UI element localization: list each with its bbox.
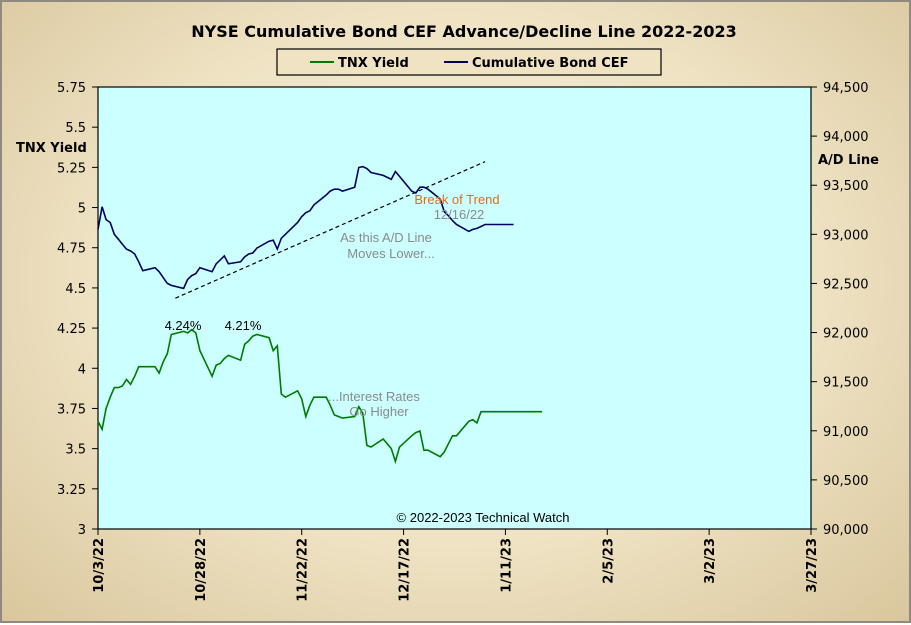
- left-tick-label: 5.75: [57, 81, 86, 96]
- right-tick-label: 93,500: [823, 179, 869, 194]
- left-tick-label: 4.75: [57, 242, 86, 257]
- right-tick-label: 91,000: [823, 425, 869, 440]
- x-axis-ticks: 10/3/22 10/28/22 11/22/22 12/17/22 1/11/23 2/…: [92, 529, 820, 602]
- legend-entry-tnx-yield: TNX Yield: [338, 56, 409, 71]
- legend-entry-cumulative-bond-cef: Cumulative Bond CEF: [472, 56, 629, 71]
- left-tick-label: 3.75: [57, 402, 86, 417]
- annotation-rates-1: ...Interest Rates: [328, 389, 420, 404]
- right-tick-label: 91,500: [823, 376, 869, 391]
- annotation-rates-2: Go Higher: [349, 404, 409, 419]
- left-tick-label: 5.25: [57, 161, 86, 176]
- legend: TNX Yield Cumulative Bond CEF: [276, 48, 662, 76]
- left-tick-label: 3.5: [65, 443, 86, 458]
- left-tick-label: 5: [78, 202, 86, 217]
- annotation-peak-2: 4.21%: [225, 318, 262, 333]
- x-tick-label: 3/2/23: [703, 538, 718, 584]
- x-tick-label: 3/27/23: [805, 538, 820, 593]
- annotation-break-date: 12/16/22: [434, 207, 485, 222]
- left-tick-label: 4: [78, 362, 86, 377]
- left-axis-ticks: 5.75 5.5 5.25 5 4.75 4.5 4.25 4 3.75 3.5 3.25 3: [57, 81, 98, 538]
- right-tick-label: 94,500: [823, 81, 869, 96]
- annotation-peak-1: 4.24%: [165, 318, 202, 333]
- right-tick-label: 92,500: [823, 277, 869, 292]
- annotation-ad-line-2: Moves Lower...: [347, 246, 434, 261]
- series-line-cumulative-bond-cef: [97, 165, 514, 290]
- x-tick-label: 11/22/22: [296, 538, 311, 602]
- plot-area: [97, 86, 812, 530]
- x-tick-label: 1/11/23: [499, 538, 514, 593]
- right-axis-ticks: 94,500 94,000 93,500 93,000 92,500 92,000 91,5…: [811, 81, 869, 538]
- right-tick-label: 90,000: [823, 523, 869, 538]
- x-tick-label: 10/3/22: [92, 538, 107, 593]
- x-tick-label: 10/28/22: [194, 538, 209, 602]
- left-tick-label: 4.25: [57, 322, 86, 337]
- chart-title: NYSE Cumulative Bond CEF Advance/Decline…: [191, 22, 736, 41]
- right-axis-label: A/D Line: [818, 153, 879, 168]
- copyright-notice: © 2022-2023 Technical Watch: [397, 510, 570, 525]
- right-tick-label: 92,000: [823, 327, 869, 342]
- trendline: [175, 161, 486, 299]
- x-tick-label: 12/17/22: [398, 538, 413, 602]
- legend-box: [276, 48, 662, 76]
- annotation-break-of-trend: Break of Trend: [414, 192, 499, 207]
- left-tick-label: 3: [78, 523, 86, 538]
- left-axis-label: TNX Yield: [16, 141, 87, 156]
- right-tick-label: 90,500: [823, 474, 869, 489]
- right-tick-label: 93,000: [823, 228, 869, 243]
- left-tick-label: 5.5: [65, 121, 86, 136]
- right-tick-label: 94,000: [823, 130, 869, 145]
- x-tick-label: 2/5/23: [601, 538, 616, 584]
- series-line-tnx-yield: [97, 328, 543, 465]
- annotation-ad-line-1: As this A/D Line: [340, 230, 432, 245]
- left-tick-label: 4.5: [65, 282, 86, 297]
- left-tick-label: 3.25: [57, 483, 86, 498]
